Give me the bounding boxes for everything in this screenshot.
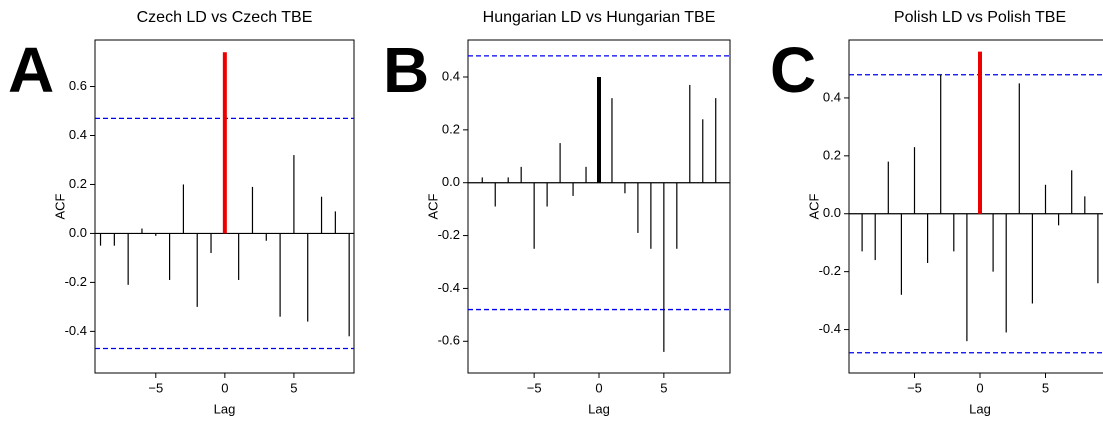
y-tick-label: -0.4 [65, 323, 87, 338]
panel-label: A [8, 34, 54, 106]
x-tick-label: 5 [290, 380, 297, 395]
y-tick-label: 0.0 [442, 174, 460, 189]
x-axis-label: Lag [214, 401, 236, 416]
chart-title: Czech LD vs Czech TBE [137, 9, 313, 26]
x-axis-label: Lag [969, 401, 991, 416]
y-tick-label: 0.2 [823, 147, 841, 162]
y-tick-label: 0.4 [69, 127, 87, 142]
y-tick-label: 0.4 [442, 68, 460, 83]
panel-label: C [770, 34, 816, 106]
x-tick-label: 5 [660, 380, 667, 395]
y-axis-label: ACF [52, 193, 67, 219]
chart-title: Hungarian LD vs Hungarian TBE [483, 9, 716, 26]
y-tick-label: -0.2 [819, 263, 841, 278]
y-tick-label: 0.0 [823, 205, 841, 220]
x-tick-label: 5 [1042, 380, 1049, 395]
panel-label: B [383, 34, 429, 106]
y-tick-label: 0.4 [823, 89, 841, 104]
x-tick-label: 0 [221, 380, 228, 395]
y-axis-label: ACF [425, 193, 440, 219]
y-tick-label: -0.4 [438, 280, 460, 295]
y-tick-label: -0.2 [438, 227, 460, 242]
chart-title: Polish LD vs Polish TBE [894, 9, 1066, 26]
x-tick-label: 0 [595, 380, 602, 395]
x-tick-label: −5 [527, 380, 542, 395]
y-tick-label: -0.2 [65, 274, 87, 289]
x-tick-label: −5 [907, 380, 922, 395]
y-tick-label: 0.6 [69, 78, 87, 93]
x-tick-label: −5 [148, 380, 163, 395]
y-axis-label: ACF [806, 193, 821, 219]
y-tick-label: 0.2 [442, 121, 460, 136]
x-tick-label: 0 [976, 380, 983, 395]
y-tick-label: -0.4 [819, 321, 841, 336]
plot-frame [848, 39, 1103, 374]
y-tick-label: -0.6 [438, 333, 460, 348]
y-tick-label: 0.2 [69, 176, 87, 191]
y-tick-label: 0.0 [69, 225, 87, 240]
x-axis-label: Lag [588, 401, 610, 416]
